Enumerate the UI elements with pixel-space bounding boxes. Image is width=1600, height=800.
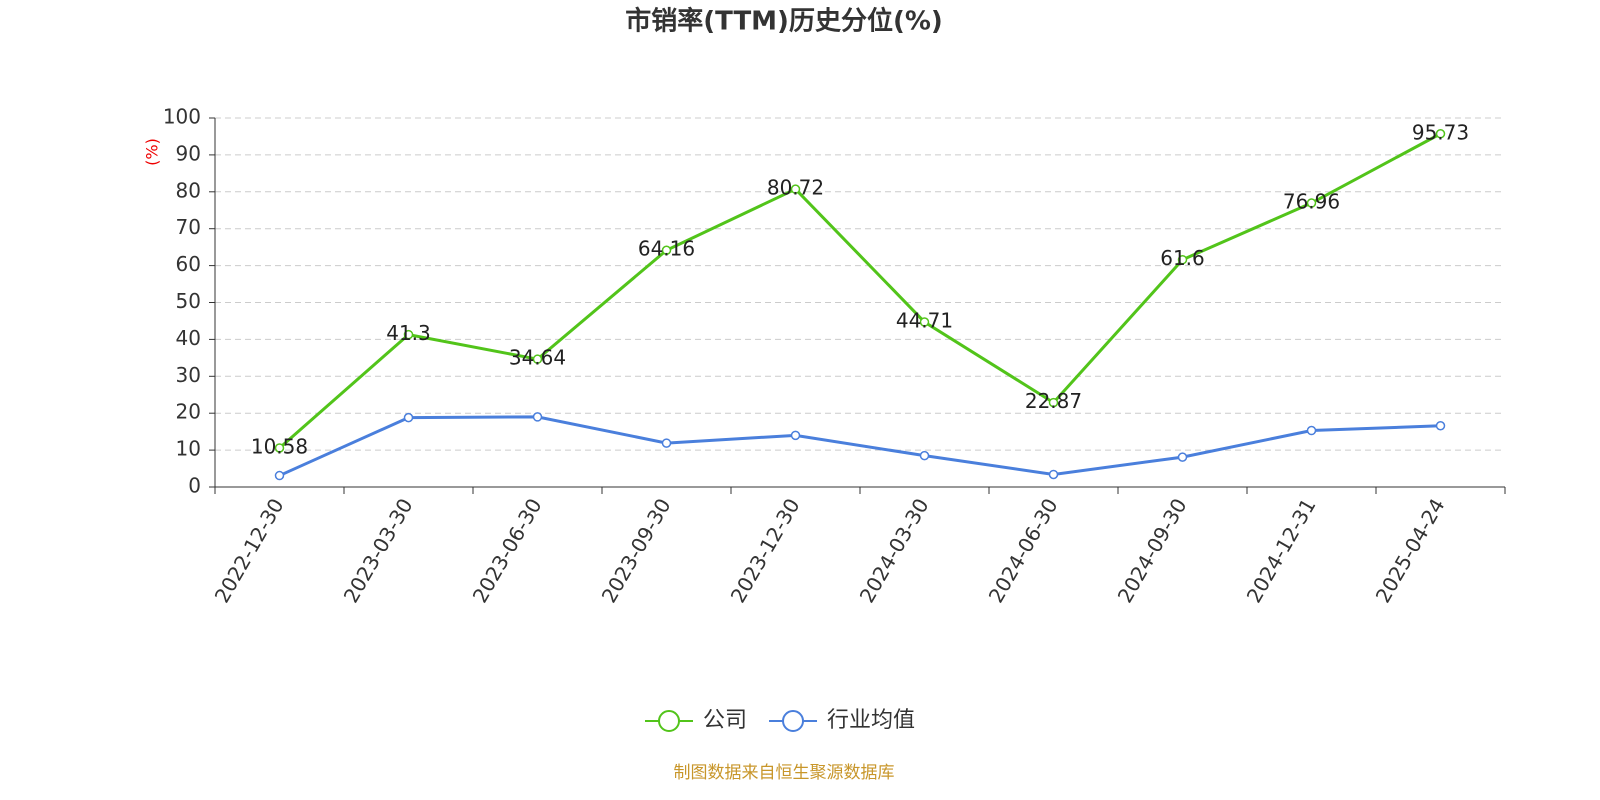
point	[1306, 198, 1317, 208]
y-tick-label: 0	[188, 474, 201, 498]
point	[919, 450, 930, 461]
legend-item: 公司	[645, 708, 747, 733]
point	[274, 470, 285, 481]
y-tick-label: 20	[176, 400, 201, 424]
x-tick-label: 2022-12-30	[210, 494, 289, 607]
data-label: 10.58	[251, 434, 308, 458]
point	[790, 184, 801, 194]
data-label: 61.6	[1160, 246, 1205, 270]
point	[1048, 469, 1059, 480]
series-line	[278, 415, 1441, 477]
data-label: 76.96	[1283, 190, 1340, 214]
point	[661, 245, 672, 255]
x-tick-label: 2025-04-24	[1371, 494, 1450, 607]
series-line	[278, 132, 1442, 450]
data-label: 34.64	[509, 346, 566, 370]
data-label: 22.87	[1025, 389, 1082, 413]
point	[403, 329, 414, 340]
data-label: 95.73	[1412, 120, 1469, 144]
chart-title: 市销率(TTM)历史分位(%)	[625, 6, 943, 37]
x-tick-label: 2024-06-30	[984, 494, 1063, 607]
legend-marker	[658, 710, 680, 732]
x-tick-label: 2023-03-30	[339, 494, 418, 607]
data-label: 41.3	[386, 321, 431, 345]
y-tick-label: 50	[176, 289, 201, 313]
point	[403, 412, 414, 423]
x-tick-label: 2024-09-30	[1113, 494, 1192, 607]
point	[661, 438, 672, 448]
legend-label: 公司	[703, 708, 747, 733]
legend-marker	[782, 710, 805, 732]
point	[1048, 397, 1059, 408]
footer: 制图数据来自恒生聚源数据库	[674, 763, 895, 783]
x-tick-label: 2023-09-30	[597, 494, 676, 607]
point	[532, 412, 543, 422]
legend-label: 行业均值	[827, 708, 915, 733]
x-tick-label: 2023-12-30	[726, 494, 805, 607]
y-tick-label: 60	[176, 252, 201, 276]
y-tick-label: 30	[176, 363, 201, 387]
legend-item: 行业均值	[769, 708, 915, 733]
y-tick-label: 100	[163, 105, 201, 129]
y-tick-label: 80	[176, 178, 201, 202]
point	[1177, 452, 1188, 462]
y-tick-label: 10	[176, 437, 201, 461]
data-label: 44.71	[896, 309, 953, 333]
x-tick-label: 2023-06-30	[468, 494, 547, 607]
point	[1435, 420, 1446, 431]
point	[1435, 129, 1446, 139]
y-axis-label: (%)	[143, 138, 162, 166]
y-tick-label: 40	[176, 326, 201, 350]
point	[532, 354, 543, 364]
point	[919, 317, 930, 327]
y-tick-label: 70	[176, 215, 201, 239]
x-tick-label: 2024-03-30	[855, 494, 934, 607]
point	[274, 443, 285, 453]
point	[790, 430, 801, 441]
point	[1177, 254, 1188, 265]
data-label: 80.72	[767, 176, 824, 200]
data-label: 64.16	[638, 237, 695, 261]
x-tick-label: 2024-12-31	[1242, 494, 1321, 607]
y-tick-label: 90	[176, 141, 201, 165]
point	[1306, 425, 1317, 436]
